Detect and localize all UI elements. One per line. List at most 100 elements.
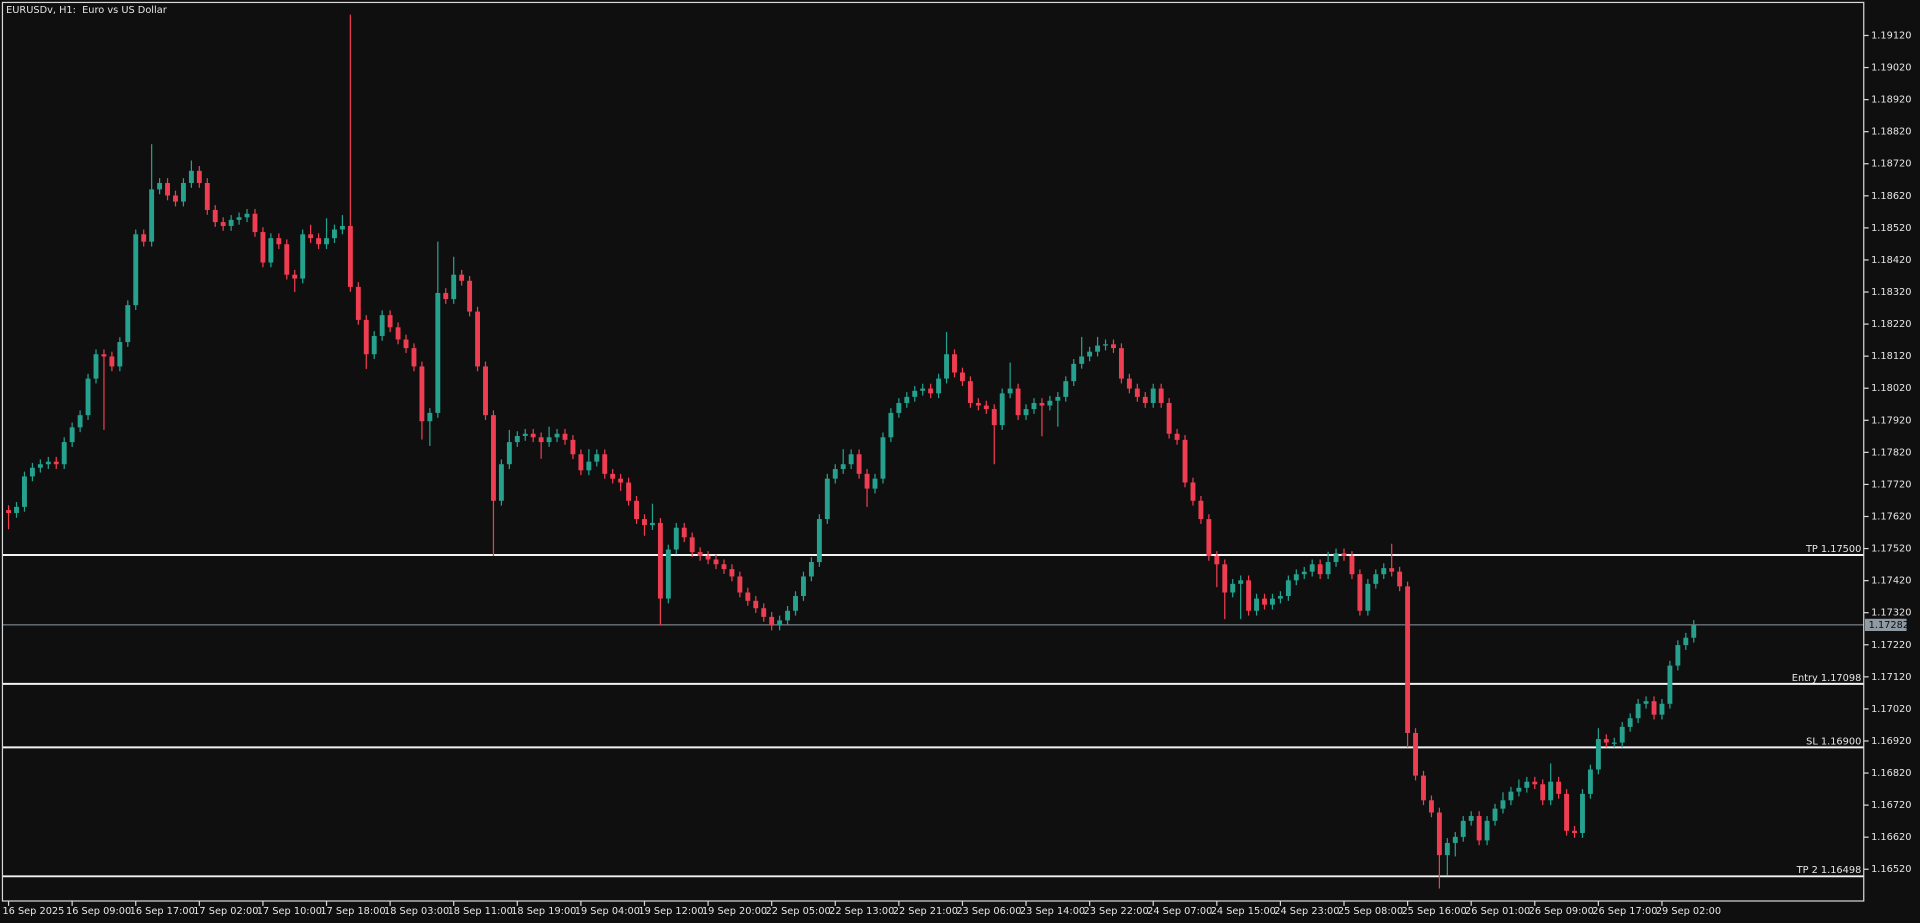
levels: TP 1.17500 Entry 1.17098 SL 1.16900 TP 2 1.… bbox=[2, 544, 1909, 878]
candle-body bbox=[896, 402, 902, 413]
candle-body bbox=[578, 454, 584, 471]
candle-body bbox=[514, 436, 520, 443]
candle-body bbox=[1079, 356, 1085, 364]
candle-body bbox=[991, 409, 997, 426]
candle-body bbox=[1452, 836, 1458, 843]
candle-body bbox=[1659, 703, 1665, 715]
candle-body bbox=[713, 559, 719, 565]
candle-body bbox=[570, 439, 576, 455]
candle-body bbox=[435, 292, 441, 413]
candle-body bbox=[125, 305, 131, 343]
candle-body bbox=[1476, 816, 1482, 841]
candle-body bbox=[284, 244, 290, 275]
candle-body bbox=[745, 592, 751, 601]
candle-body bbox=[1214, 555, 1220, 565]
x-tick-label: 17 Sep 18:00 bbox=[320, 906, 385, 917]
candle-body bbox=[1007, 388, 1013, 394]
candle-body bbox=[848, 454, 854, 465]
candle-body bbox=[1397, 571, 1403, 587]
candle-body bbox=[1317, 564, 1323, 575]
candle-body bbox=[793, 596, 798, 611]
candle-body bbox=[960, 372, 965, 382]
x-tick-label: 24 Sep 23:00 bbox=[1274, 906, 1339, 917]
candle-body bbox=[339, 225, 345, 230]
candle-body bbox=[180, 182, 186, 202]
candle-body bbox=[141, 234, 147, 242]
y-tick-label: 1.18320 bbox=[1871, 287, 1911, 298]
candle-body bbox=[1595, 739, 1601, 770]
x-tick-label: 23 Sep 22:00 bbox=[1084, 906, 1149, 917]
candle-body bbox=[824, 478, 830, 520]
candle-body bbox=[1134, 388, 1140, 397]
candle-body bbox=[562, 433, 568, 440]
candle-body bbox=[443, 292, 449, 300]
candle-body bbox=[371, 335, 377, 355]
level-label: Entry 1.17098 bbox=[1792, 673, 1861, 684]
candle-body bbox=[1126, 378, 1132, 389]
candle-body bbox=[649, 522, 655, 526]
candle-body bbox=[975, 402, 981, 406]
y-tick-label: 1.18020 bbox=[1871, 383, 1911, 394]
candle-body bbox=[204, 182, 210, 210]
candle-body bbox=[188, 170, 194, 183]
candle-body bbox=[1691, 624, 1697, 638]
candle-body bbox=[737, 576, 743, 593]
candle-body bbox=[260, 232, 266, 263]
candle-body bbox=[419, 366, 425, 422]
candle-body bbox=[1444, 842, 1450, 856]
candle-body bbox=[53, 461, 59, 465]
x-tick-label: 19 Sep 04:00 bbox=[575, 906, 640, 917]
candle-body bbox=[999, 393, 1005, 426]
candle-body bbox=[1333, 553, 1339, 563]
candle-body bbox=[451, 274, 457, 300]
x-tick-label: 22 Sep 13:00 bbox=[829, 906, 894, 917]
candle-body bbox=[642, 519, 647, 526]
candle-body bbox=[554, 433, 560, 438]
candle-body bbox=[387, 315, 393, 328]
x-tick-label: 25 Sep 16:00 bbox=[1401, 906, 1466, 917]
price-axis: 1.19120 1.19020 1.18920 1.18820 1.18720 1.186… bbox=[1863, 30, 1911, 875]
candle-body bbox=[1540, 784, 1546, 801]
chart-title: EURUSDv, H1: Euro vs US Dollar bbox=[6, 5, 168, 16]
candle-body bbox=[1047, 400, 1053, 406]
candle-body bbox=[657, 522, 663, 599]
candle-body bbox=[618, 478, 624, 483]
y-tick-label: 1.16620 bbox=[1871, 832, 1911, 843]
x-tick-label: 22 Sep 05:00 bbox=[766, 906, 831, 917]
candle-body bbox=[673, 527, 679, 550]
candle-body bbox=[634, 500, 639, 520]
candle-body bbox=[276, 238, 282, 245]
candle-body bbox=[1580, 793, 1585, 834]
candle-body bbox=[1381, 568, 1387, 575]
candle-body bbox=[1262, 598, 1267, 605]
candle-body bbox=[1142, 396, 1148, 403]
y-tick-label: 1.18720 bbox=[1871, 159, 1911, 170]
candle-body bbox=[1087, 351, 1093, 357]
candle-body bbox=[316, 238, 322, 245]
y-tick-label: 1.17720 bbox=[1871, 479, 1911, 490]
candle-body bbox=[1071, 363, 1077, 382]
candle-body bbox=[912, 390, 918, 397]
candle-body bbox=[411, 348, 417, 367]
bid-label-box bbox=[1864, 618, 1907, 632]
candle-body bbox=[1293, 574, 1299, 581]
candles bbox=[6, 14, 1697, 889]
y-tick-label: 1.16920 bbox=[1871, 736, 1911, 747]
candle-body bbox=[252, 213, 258, 233]
candle-body bbox=[689, 537, 695, 553]
candle-body bbox=[1484, 820, 1490, 841]
candle-body bbox=[236, 217, 242, 220]
candle-body bbox=[355, 286, 361, 320]
candle-body bbox=[1055, 396, 1061, 401]
candle-body bbox=[1254, 598, 1260, 611]
x-tick-label: 17 Sep 02:00 bbox=[193, 906, 258, 917]
x-tick-label: 26 Sep 09:00 bbox=[1529, 906, 1594, 917]
candle-body bbox=[729, 569, 735, 577]
candle-body bbox=[324, 238, 329, 245]
y-tick-label: 1.19120 bbox=[1871, 30, 1911, 41]
candle-body bbox=[1222, 564, 1228, 593]
candle-body bbox=[1357, 574, 1363, 611]
candle-body bbox=[1103, 344, 1108, 346]
